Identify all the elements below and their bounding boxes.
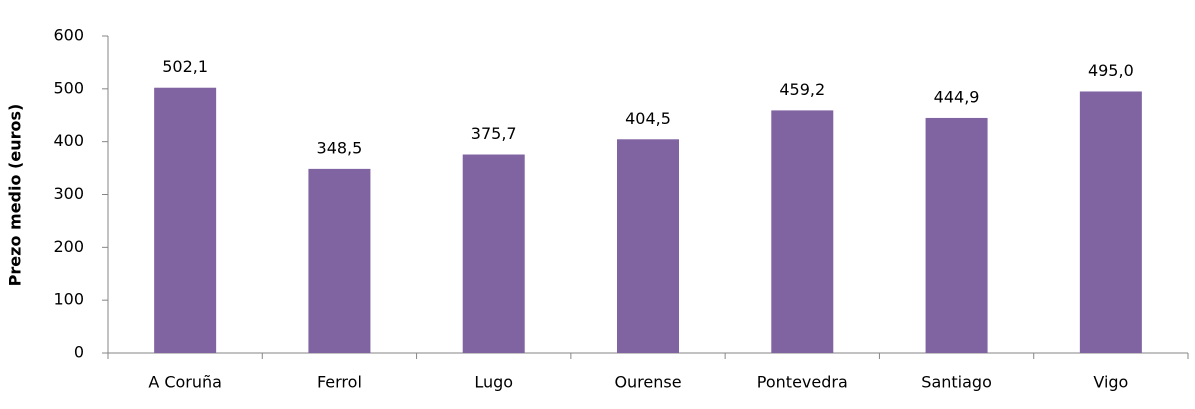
- value-label: 459,2: [779, 80, 825, 99]
- y-tick-label: 400: [53, 131, 84, 150]
- value-label: 495,0: [1088, 61, 1134, 80]
- x-tick-label: A Coruña: [148, 373, 222, 392]
- x-tick-label: Lugo: [474, 373, 513, 392]
- y-tick-label: 600: [53, 26, 84, 45]
- x-tick-label: Pontevedra: [757, 373, 848, 392]
- bar: [154, 87, 217, 354]
- y-tick-label: 200: [53, 237, 84, 256]
- bar: [1079, 91, 1142, 353]
- value-label: 502,1: [162, 57, 208, 76]
- value-label: 348,5: [317, 138, 363, 157]
- x-tick-label: Santiago: [921, 373, 992, 392]
- value-label: 375,7: [471, 124, 517, 143]
- y-axis-label: Prezo medio (euros): [6, 104, 25, 287]
- bar: [771, 110, 834, 353]
- y-tick-label: 500: [53, 78, 84, 97]
- y-tick-label: 300: [53, 184, 84, 203]
- bar: [925, 117, 988, 353]
- bar: [308, 168, 371, 353]
- value-label: 444,9: [934, 87, 980, 106]
- y-tick-label: 100: [53, 290, 84, 309]
- x-tick-label: Ferrol: [317, 373, 362, 392]
- value-label: 404,5: [625, 109, 671, 128]
- y-tick-label: 0: [74, 343, 84, 362]
- bar: [462, 154, 525, 353]
- x-tick-label: Ourense: [614, 373, 681, 392]
- bar: [617, 139, 679, 353]
- x-tick-label: Vigo: [1093, 373, 1128, 392]
